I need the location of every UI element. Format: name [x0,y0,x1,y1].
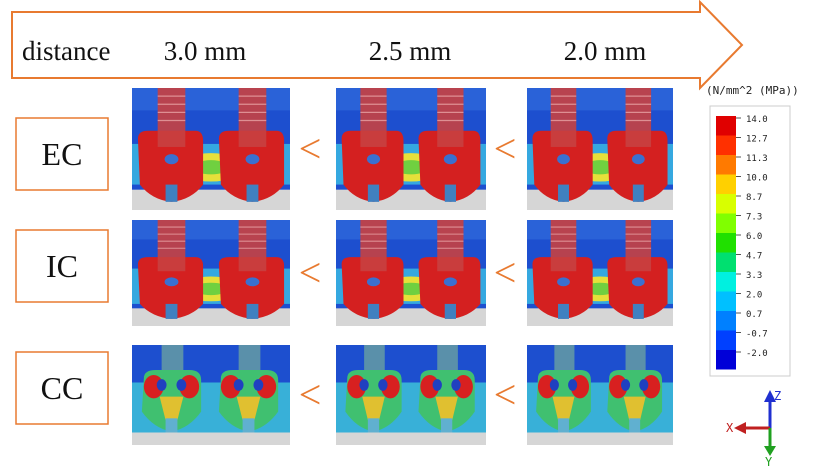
legend-unit: (N/mm^2 (MPa)) [706,84,799,97]
row-label-box [15,117,109,191]
legend-tick-label: 10.0 [746,174,768,184]
axis-label: Z [774,389,781,403]
legend-tick-label: 11.3 [746,154,768,164]
legend-swatch [716,194,736,214]
row-label: CC [41,370,84,406]
legend-tick-label: -0.7 [746,330,768,340]
simulation-image [132,220,290,326]
simulation-image [527,220,673,326]
row-label-box [15,229,109,303]
legend-swatch [716,350,736,370]
legend-swatch [716,213,736,233]
legend-tick-label: 7.3 [746,213,762,223]
legend-swatch [716,135,736,155]
row: CC < < [15,345,673,445]
legend-tick-label: 6.0 [746,232,762,242]
simulation-image [336,345,486,445]
column-label: 2.0 mm [564,36,647,66]
row-label: EC [42,136,83,172]
axis-label: X [726,421,734,435]
legend-swatch [716,155,736,175]
legend: 14.0 12.7 11.3 10.0 8.7 7.3 6.0 4.7 3.3 2.0 0.7 -0.… [716,115,768,370]
rows: EC < < IC < < CC < < [15,88,673,445]
legend-swatch [716,291,736,311]
legend-tick-label: 8.7 [746,193,762,203]
comparison: < [494,250,517,295]
simulation-image [132,345,290,445]
legend-tick-label: 4.7 [746,252,762,262]
simulation-image [336,88,486,210]
column-label: 2.5 mm [369,36,452,66]
legend-swatch [716,252,736,272]
axis-triad: Z X Y [726,389,781,466]
comparison: < [299,372,322,417]
comparison: < [494,126,517,171]
legend-tick-label: 2.0 [746,291,762,301]
comparison: < [299,126,322,171]
legend-swatch [716,330,736,350]
legend-swatch [716,116,736,136]
row-label-box [15,351,109,425]
row: IC < < [15,220,673,326]
legend-swatch [716,272,736,292]
legend-swatch [716,233,736,253]
simulation-image [527,345,673,445]
header-label: distance [22,36,110,66]
legend-tick-label: 3.3 [746,271,762,281]
legend-tick-label: 12.7 [746,135,768,145]
axis-label: Y [765,455,773,466]
simulation-image [132,88,290,210]
legend-swatch [716,311,736,331]
legend-tick-label: 0.7 [746,310,762,320]
comparison: < [494,372,517,417]
simulation-image [336,220,486,326]
legend-tick-label: 14.0 [746,115,768,125]
legend-swatch [716,174,736,194]
comparison: < [299,250,322,295]
simulation-image [527,88,673,210]
row: EC < < [15,88,673,210]
row-label: IC [46,248,78,284]
column-label: 3.0 mm [164,36,247,66]
legend-tick-label: -2.0 [746,349,768,359]
header-arrow [11,0,744,91]
